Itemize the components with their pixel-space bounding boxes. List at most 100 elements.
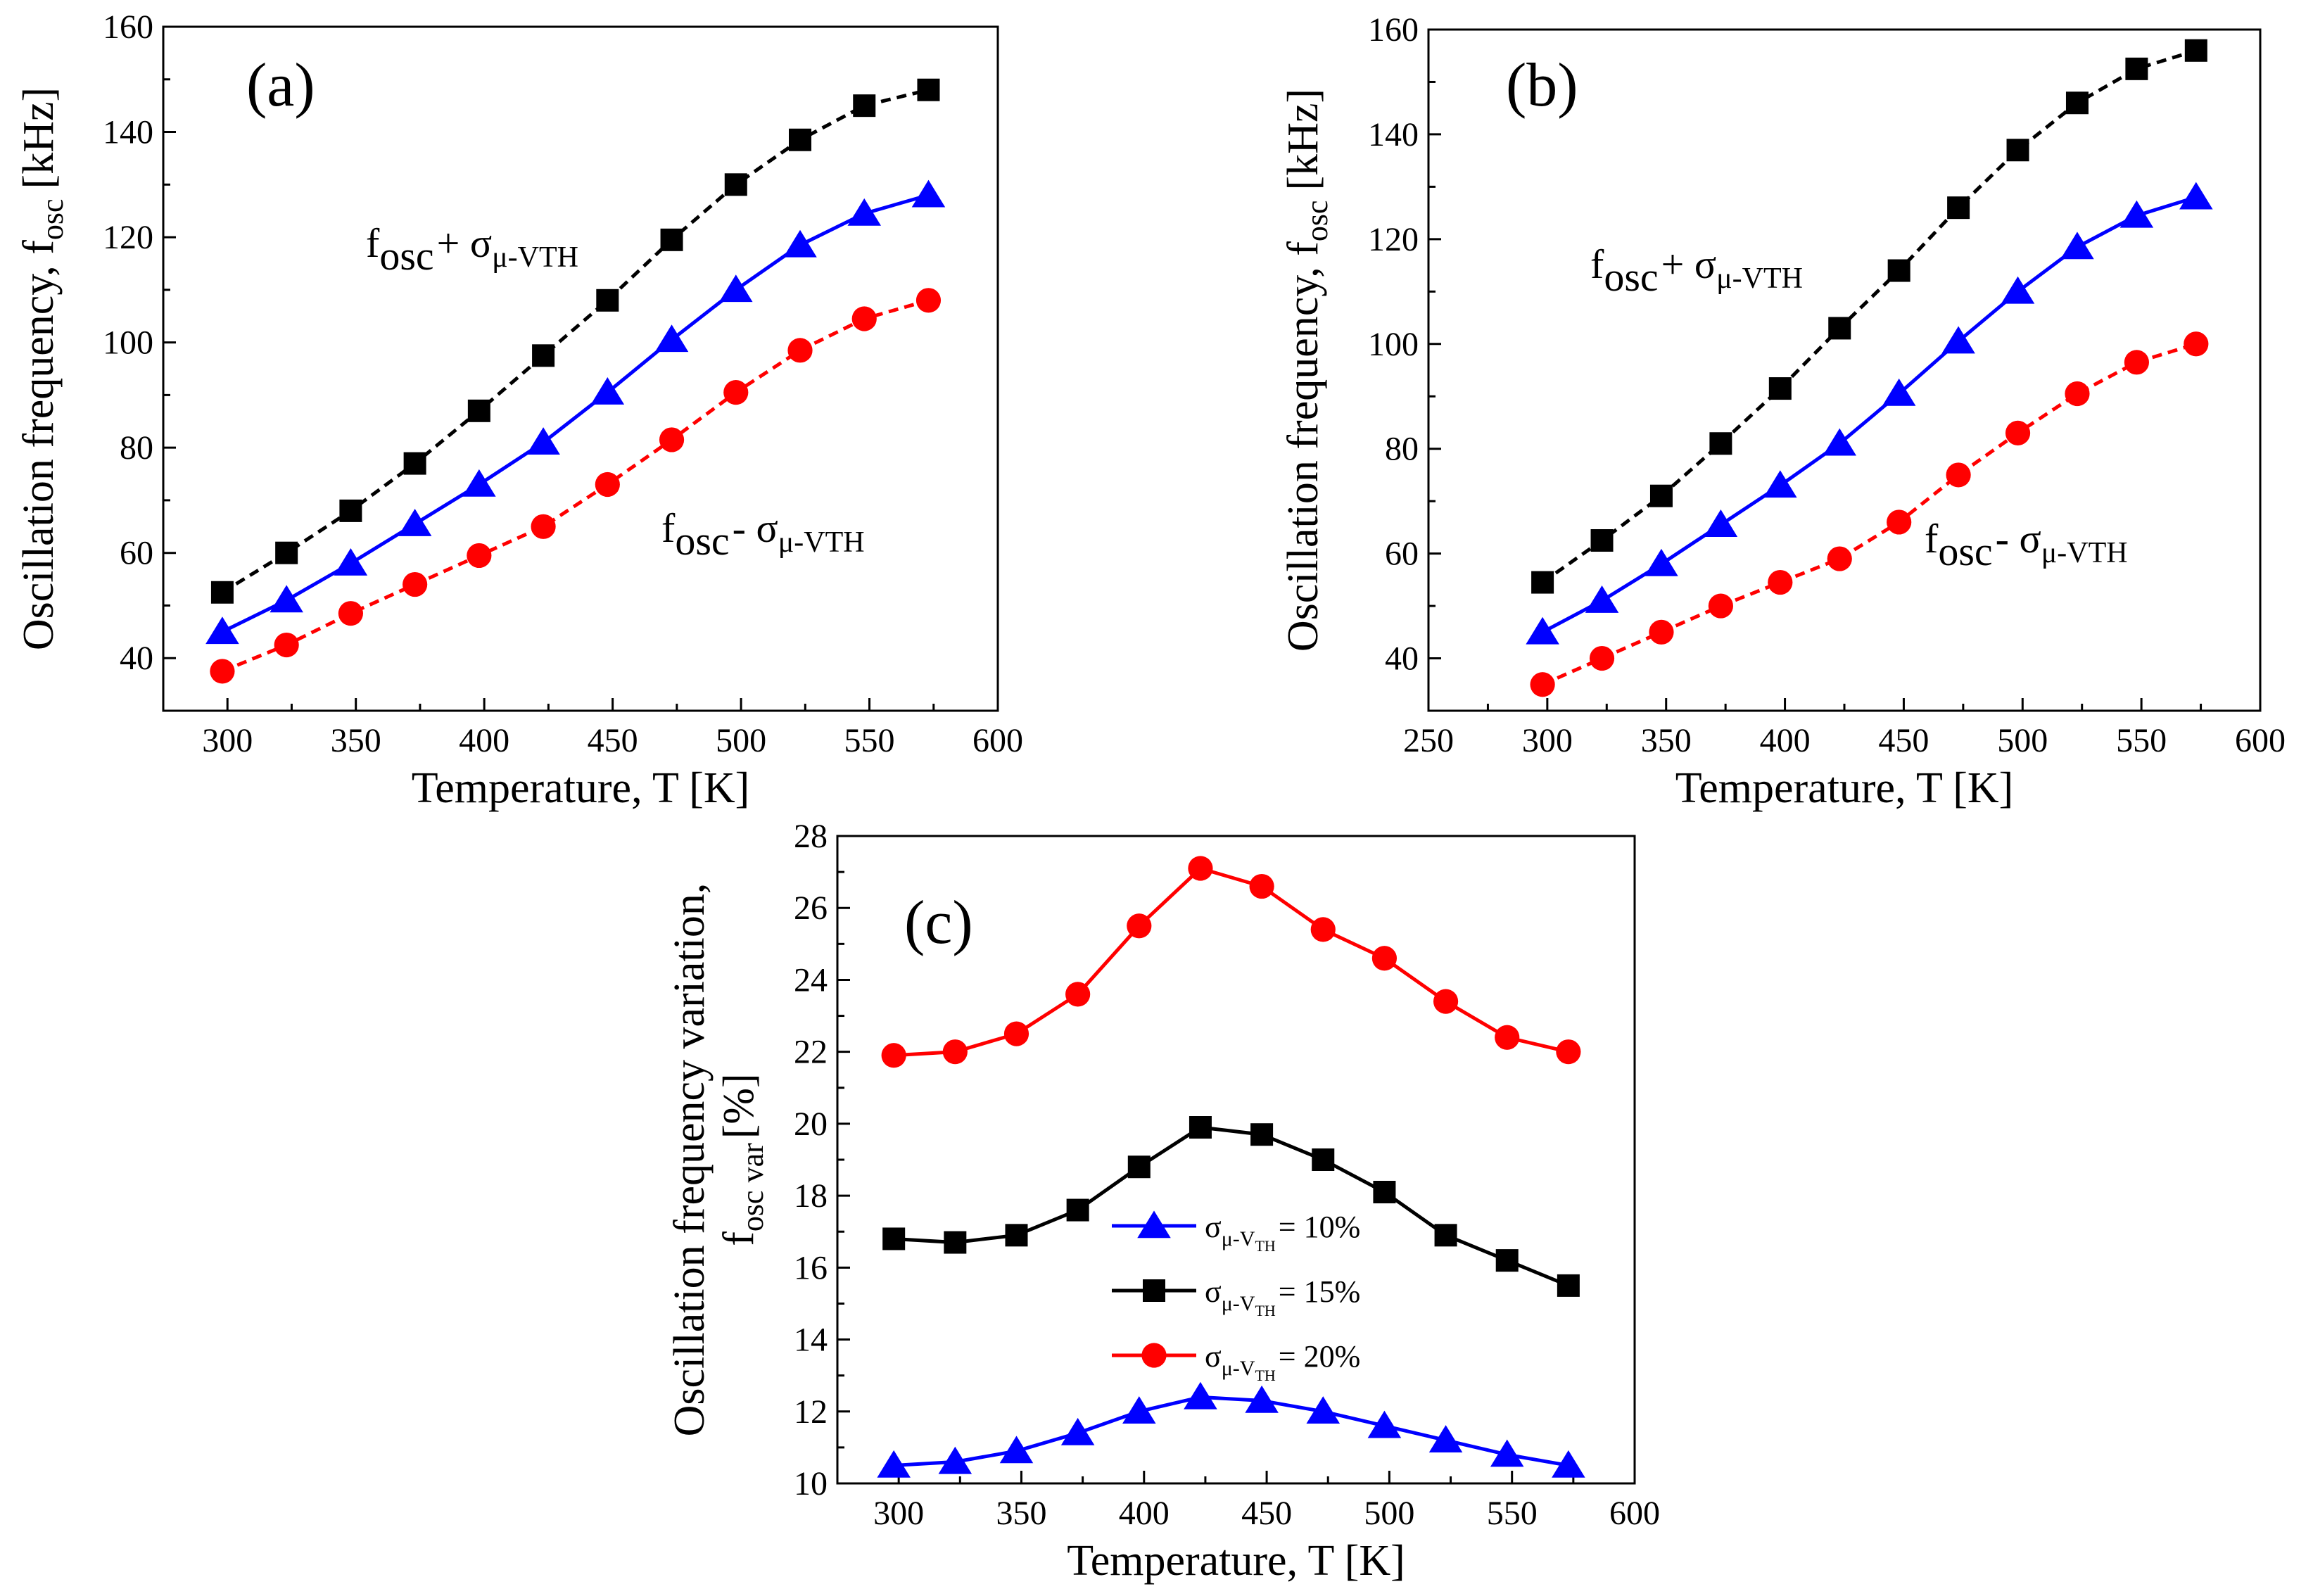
data-point-triangle bbox=[1490, 1439, 1524, 1467]
annotation-f: f bbox=[661, 505, 676, 551]
data-point-triangle bbox=[847, 198, 881, 226]
y-tick-label: 28 bbox=[794, 818, 828, 855]
y-tick-label: 60 bbox=[1385, 536, 1419, 573]
annotation-osc-subscript: osc bbox=[379, 233, 433, 279]
data-point-triangle bbox=[911, 179, 946, 208]
series-2 bbox=[881, 856, 1581, 1068]
data-point-triangle bbox=[1245, 1385, 1279, 1413]
chart-panel-c: 300 350 400 450 500 550 600 10 12 14 16 18 20 22 24 26 2… bbox=[666, 818, 1660, 1585]
data-point-circle bbox=[595, 471, 620, 498]
x-tick-label: 450 bbox=[1878, 722, 1929, 759]
data-point-circle bbox=[1127, 913, 1152, 939]
y-axis-title-main: Oscillation frequency, f bbox=[1279, 241, 1327, 652]
data-point-square bbox=[1947, 196, 1970, 220]
y-tick-label: 120 bbox=[103, 219, 153, 256]
annotation-sigma-subscript: μ-VTH bbox=[2041, 537, 2128, 569]
y-tick-label: 100 bbox=[1368, 326, 1419, 363]
data-point-circle bbox=[274, 632, 299, 658]
legend-value: = 15% bbox=[1279, 1274, 1360, 1309]
panel-label: (b) bbox=[1506, 51, 1578, 120]
x-tick-label: 350 bbox=[996, 1495, 1046, 1532]
legend-sigma: σ bbox=[1205, 1274, 1222, 1309]
legend-sigma: σ bbox=[1205, 1339, 1222, 1374]
data-point-circle bbox=[403, 571, 428, 597]
data-point-triangle bbox=[1122, 1396, 1156, 1424]
legend-entry-1: σμ-VTH= 15% bbox=[1112, 1274, 1360, 1319]
y-tick-label: 18 bbox=[794, 1177, 828, 1215]
x-tick-label: 600 bbox=[2235, 722, 2286, 759]
data-point-square bbox=[1189, 1116, 1212, 1139]
y-axis-title: Oscillation frequency, fosc [kHz] bbox=[1279, 89, 1334, 652]
data-point-triangle bbox=[877, 1450, 911, 1478]
x-tick-label: 300 bbox=[202, 722, 253, 759]
data-point-circle bbox=[2124, 350, 2149, 375]
data-point-circle bbox=[659, 427, 685, 452]
data-point-circle bbox=[467, 543, 492, 569]
data-point-triangle bbox=[205, 616, 239, 645]
data-point-square bbox=[917, 78, 940, 101]
panel-label: (c) bbox=[904, 889, 973, 957]
data-point-triangle bbox=[526, 427, 560, 455]
data-point-circle bbox=[1649, 619, 1674, 645]
data-point-circle bbox=[2005, 420, 2031, 445]
data-point-circle bbox=[338, 601, 363, 626]
y-axis-title-unit: [kHz] bbox=[15, 87, 63, 189]
x-axis-title: Temperature, T [K] bbox=[1067, 1537, 1405, 1585]
data-point-square bbox=[1828, 317, 1851, 340]
x-axis-title: Temperature, T [K] bbox=[1675, 764, 2014, 812]
data-point-triangle bbox=[1184, 1381, 1217, 1410]
data-point-circle bbox=[1946, 462, 1971, 488]
legend-label: σμ-VTH= 20% bbox=[1205, 1339, 1360, 1384]
data-point-circle bbox=[1768, 569, 1793, 595]
data-point-square bbox=[339, 499, 362, 522]
x-tick-label: 350 bbox=[331, 722, 381, 759]
data-point-triangle bbox=[1306, 1396, 1341, 1424]
annotation-plus-sigma: fosc+ σμ-VTH bbox=[366, 220, 578, 279]
x-tick-label: 550 bbox=[844, 722, 895, 759]
data-point-square bbox=[2065, 91, 2089, 115]
data-point-square bbox=[1373, 1181, 1396, 1203]
legend-subscript: μ-V bbox=[1222, 1357, 1255, 1380]
x-tick-label: 300 bbox=[1522, 722, 1573, 759]
data-point-square bbox=[1709, 432, 1732, 455]
data-point-circle bbox=[1708, 593, 1733, 619]
y-tick-label: 24 bbox=[794, 961, 828, 999]
x-tick-label: 250 bbox=[1403, 722, 1454, 759]
y-tick-label: 10 bbox=[794, 1465, 828, 1502]
y-axis-title-line1: Oscillation frequency variation, bbox=[666, 883, 714, 1437]
y-axis-title-line2: fosc var [%] bbox=[715, 1073, 770, 1246]
annotation-sigma-subscript: μ-VTH bbox=[1716, 262, 1803, 295]
series-line bbox=[894, 866, 1569, 1058]
x-tick-label: 550 bbox=[2116, 722, 2167, 759]
data-point-square bbox=[1649, 484, 1673, 507]
x-tick-label: 500 bbox=[716, 722, 766, 759]
y-tick-label: 26 bbox=[794, 889, 828, 927]
data-point-triangle bbox=[270, 585, 303, 613]
legend-entry-0: σμ-VTH= 10% bbox=[1112, 1210, 1360, 1255]
y-tick-label: 22 bbox=[794, 1034, 828, 1071]
y-tick-label: 14 bbox=[794, 1322, 828, 1359]
data-point-square bbox=[1066, 1198, 1089, 1222]
data-point-triangle bbox=[1367, 1410, 1402, 1438]
data-point-circle bbox=[723, 380, 749, 405]
legend-value: = 10% bbox=[1279, 1210, 1360, 1244]
x-tick-label: 600 bbox=[972, 722, 1023, 759]
data-point-triangle bbox=[938, 1446, 972, 1474]
data-point-triangle bbox=[2001, 276, 2035, 304]
annotation-operator: + σ bbox=[437, 220, 492, 266]
data-point-square bbox=[1590, 529, 1614, 552]
series-line bbox=[894, 1125, 1569, 1288]
series-1 bbox=[205, 179, 946, 645]
data-point-triangle bbox=[1823, 428, 1857, 456]
data-point-square bbox=[467, 399, 490, 422]
x-tick-label: 450 bbox=[588, 722, 638, 759]
data-point-triangle bbox=[1137, 1210, 1171, 1239]
data-point-square bbox=[2184, 39, 2207, 62]
series-1 bbox=[882, 1116, 1580, 1297]
series-line bbox=[221, 298, 930, 673]
series-line bbox=[894, 1395, 1569, 1467]
data-point-triangle bbox=[999, 1436, 1034, 1464]
annotation-f: f bbox=[1590, 241, 1604, 287]
data-point-circle bbox=[942, 1039, 968, 1065]
data-point-triangle bbox=[590, 377, 625, 405]
